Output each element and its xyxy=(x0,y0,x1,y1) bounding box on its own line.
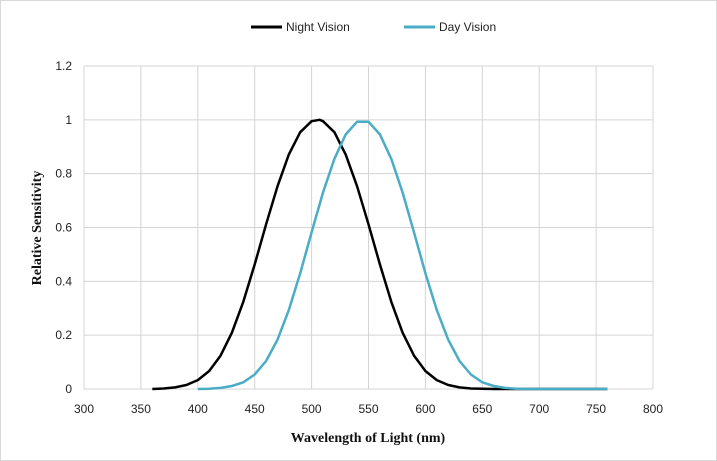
y-tick-label: 0.4 xyxy=(55,274,72,288)
legend: Night Vision Day Vision xyxy=(251,20,496,34)
legend-label-day-vision: Day Vision xyxy=(439,20,496,34)
x-axis-title: Wavelength of Light (nm) xyxy=(291,431,446,446)
y-tick-label: 0.2 xyxy=(55,328,72,342)
x-tick-label: 300 xyxy=(74,402,94,416)
y-axis-title: Relative Sensitivity xyxy=(30,171,45,286)
series-lines xyxy=(152,118,608,391)
x-tick-label: 500 xyxy=(302,402,322,416)
x-tick-label: 350 xyxy=(131,402,151,416)
x-tick-label: 400 xyxy=(188,402,208,416)
series-line-day-vision xyxy=(197,120,608,391)
x-tick-label: 550 xyxy=(358,402,378,416)
y-tick-label: 0.8 xyxy=(55,167,72,181)
y-tick-labels: 0 0.2 0.4 0.6 0.8 1 1.2 xyxy=(55,59,72,396)
x-tick-label: 800 xyxy=(643,402,663,416)
legend-label-night-vision: Night Vision xyxy=(286,20,350,34)
x-tick-labels: 300 350 400 450 500 550 600 650 700 750 800 xyxy=(74,402,663,416)
x-tick-label: 750 xyxy=(586,402,606,416)
y-tick-label: 0 xyxy=(65,382,72,396)
y-tick-label: 0.6 xyxy=(55,221,72,235)
y-tick-label: 1 xyxy=(65,113,72,127)
x-tick-label: 600 xyxy=(415,402,435,416)
x-tick-label: 650 xyxy=(472,402,492,416)
y-tick-label: 1.2 xyxy=(55,59,72,73)
x-tick-label: 700 xyxy=(529,402,549,416)
x-tick-label: 450 xyxy=(245,402,265,416)
